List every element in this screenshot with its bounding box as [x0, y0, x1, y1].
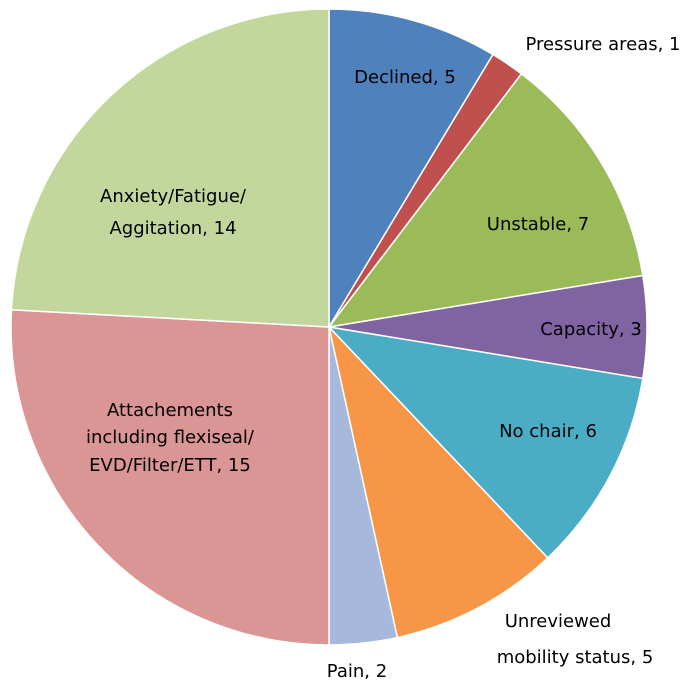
pie-slice: [326, 325, 644, 559]
data-label: Pressure areas, 1: [526, 34, 681, 55]
pie-slice: [10, 8, 330, 328]
data-label: Attachements: [107, 400, 233, 421]
data-label: Aggitation, 14: [109, 218, 236, 239]
data-label: EVD/Filter/ETT, 15: [89, 455, 251, 476]
data-label: No chair, 6: [499, 421, 597, 442]
data-label: Declined, 5: [354, 67, 456, 88]
data-label: Unstable, 7: [487, 214, 589, 235]
data-label: mobility status, 5: [497, 647, 654, 668]
pie-slice: [10, 308, 330, 646]
data-label: Pain, 2: [327, 661, 387, 682]
pie-slice: [328, 8, 494, 330]
data-label: Capacity, 3: [540, 319, 642, 340]
pie-slice: [327, 324, 549, 639]
data-label: Unreviewed: [505, 611, 612, 632]
data-label: Anxiety/Fatigue/: [100, 186, 247, 207]
pie-slice: [327, 72, 644, 329]
data-label: including flexiseal/: [86, 427, 255, 448]
